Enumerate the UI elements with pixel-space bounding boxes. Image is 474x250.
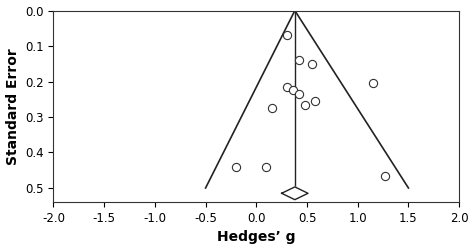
Y-axis label: Standard Error: Standard Error (6, 48, 19, 165)
X-axis label: Hedges’ g: Hedges’ g (217, 230, 296, 244)
Point (263, 165, 270, 169)
Point (295, 92, 303, 96)
Point (295, 58, 303, 62)
Polygon shape (282, 187, 308, 200)
Point (232, 165, 240, 169)
Point (369, 81, 377, 85)
Point (381, 174, 389, 178)
Point (268, 106, 275, 110)
Point (289, 88, 297, 92)
Point (308, 62, 316, 66)
Point (301, 102, 309, 106)
Point (283, 34, 291, 38)
Point (311, 99, 319, 103)
Point (283, 85, 291, 89)
